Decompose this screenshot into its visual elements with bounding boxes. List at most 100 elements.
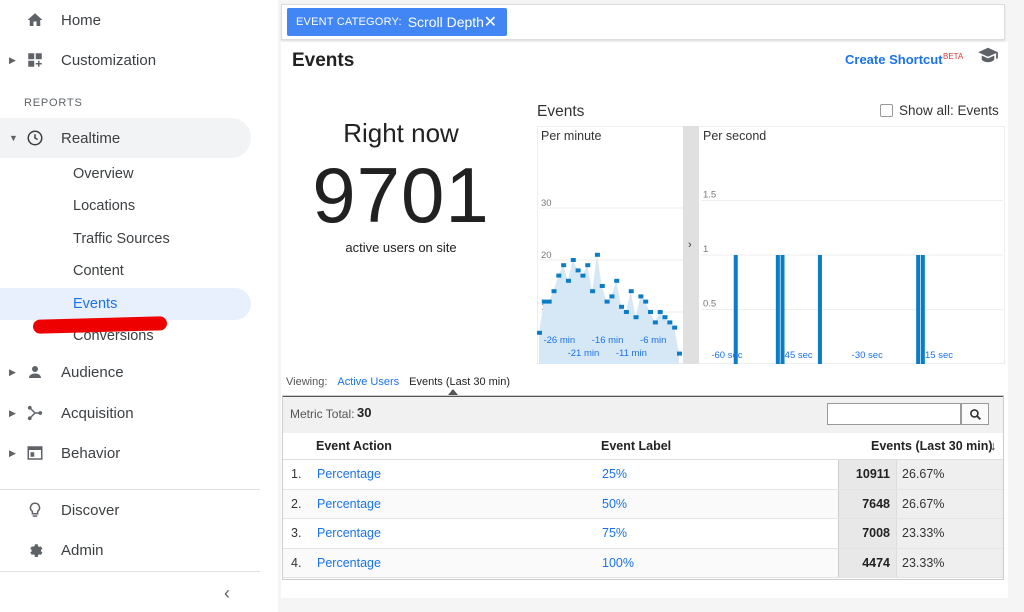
- per-minute-point: [619, 304, 625, 309]
- column-header-events[interactable]: Events (Last 30 min): [871, 439, 993, 453]
- view-pointer: [448, 389, 458, 395]
- events-value: 7008: [862, 526, 890, 540]
- y-tick-label: 20: [541, 250, 552, 261]
- viewing-events-tab[interactable]: Events (Last 30 min): [409, 376, 511, 388]
- per-minute-point: [575, 268, 581, 273]
- row-number: 2.: [291, 496, 302, 511]
- home-icon: [25, 10, 45, 30]
- per-minute-point: [537, 330, 542, 335]
- search-button[interactable]: [961, 403, 989, 425]
- show-all-checkbox[interactable]: [880, 104, 893, 117]
- events-percent: 26.67%: [902, 496, 945, 511]
- event-label-link[interactable]: 25%: [602, 467, 628, 481]
- nav-audience[interactable]: ▶ Audience: [0, 352, 260, 392]
- x-tick-label: -15 sec: [922, 350, 953, 361]
- table-row: 3. Percentage 75% 7008 23.33%: [282, 519, 1004, 549]
- metric-total-bar: Metric Total: 30: [282, 395, 1004, 433]
- filter-value: Scroll Depth: [407, 14, 484, 30]
- nav-customization[interactable]: ▶ Customization: [0, 40, 260, 80]
- event-action-link[interactable]: Percentage: [317, 496, 381, 511]
- per-minute-point: [648, 310, 654, 314]
- per-minute-point: [677, 351, 682, 356]
- sub-item-locations[interactable]: Locations: [0, 190, 251, 222]
- per-minute-point: [614, 278, 620, 283]
- percent-cell: [896, 548, 1004, 577]
- caret-right-icon: ▶: [9, 447, 16, 458]
- nav-home[interactable]: Home: [0, 0, 260, 40]
- nav-behavior[interactable]: ▶ Behavior: [0, 433, 260, 473]
- per-second-title: Per second: [703, 129, 766, 143]
- per-minute-point: [585, 263, 591, 268]
- filter-chip[interactable]: EVENT CATEGORY: Scroll Depth ✕: [287, 8, 507, 36]
- nav-acquisition-label: Acquisition: [61, 404, 134, 422]
- row-number: 3.: [291, 526, 302, 540]
- sub-item-content[interactable]: Content: [0, 255, 251, 287]
- per-minute-point: [561, 263, 567, 268]
- reports-section-label: REPORTS: [24, 97, 83, 109]
- caret-down-icon: ▼: [9, 133, 18, 143]
- nav-discover[interactable]: Discover: [0, 490, 260, 530]
- nav-home-label: Home: [61, 11, 102, 29]
- table-search-input[interactable]: [827, 403, 961, 425]
- sub-item-events[interactable]: Events: [0, 288, 251, 320]
- per-minute-area: [539, 254, 679, 364]
- per-minute-point: [599, 284, 605, 288]
- graduation-cap-icon[interactable]: [977, 46, 999, 69]
- x-tick-label: -26 min: [543, 335, 575, 346]
- table-header: Event Action Event Label Events (Last 30…: [282, 433, 1004, 460]
- per-minute-point: [672, 325, 678, 330]
- y-tick-label: 1.5: [703, 190, 716, 201]
- close-icon[interactable]: ✕: [483, 14, 497, 31]
- sub-item-overview[interactable]: Overview: [0, 158, 251, 190]
- sub-item-traffic-sources[interactable]: Traffic Sources: [0, 223, 251, 255]
- collapse-sidebar-chevron-icon[interactable]: ‹: [224, 583, 230, 603]
- per-minute-title: Per minute: [541, 129, 601, 143]
- nav-acquisition[interactable]: ▶ Acquisition: [0, 393, 260, 433]
- x-tick-label: -6 min: [640, 335, 666, 346]
- per-minute-point: [643, 299, 649, 304]
- nav-audience-label: Audience: [61, 363, 124, 381]
- nav-admin-label: Admin: [61, 541, 104, 559]
- column-header-event-label[interactable]: Event Label: [601, 439, 672, 453]
- acquisition-icon: [25, 403, 45, 423]
- event-action-link[interactable]: Percentage: [317, 467, 381, 481]
- per-minute-point: [565, 278, 571, 283]
- per-minute-point: [633, 315, 639, 320]
- per-minute-point: [556, 273, 562, 278]
- row-number: 1.: [291, 467, 302, 481]
- event-label-link[interactable]: 75%: [602, 526, 628, 540]
- behavior-icon: [25, 443, 45, 463]
- event-action-link[interactable]: Percentage: [317, 526, 381, 540]
- events-percent: 23.33%: [902, 555, 945, 570]
- x-tick-label: -45 sec: [782, 350, 813, 361]
- metric-total-label: Metric Total:: [290, 407, 355, 421]
- per-minute-point: [638, 294, 644, 299]
- table-row: 1. Percentage 25% 10911 26.67%: [282, 460, 1004, 490]
- search-icon: [969, 408, 981, 420]
- per-minute-point: [604, 299, 610, 304]
- event-label-link[interactable]: 50%: [602, 496, 628, 511]
- active-users-caption: active users on site: [345, 240, 457, 255]
- create-shortcut-link[interactable]: Create Shortcut: [845, 52, 943, 67]
- nav-realtime[interactable]: ▼ Realtime: [0, 118, 251, 158]
- gear-icon: [25, 540, 45, 560]
- event-label-link[interactable]: 100%: [602, 555, 634, 570]
- chart-separator: [683, 126, 699, 364]
- events-percent: 26.67%: [902, 467, 945, 481]
- viewing-active-users-link[interactable]: Active Users: [337, 376, 400, 388]
- active-users-count: 9701: [312, 151, 490, 239]
- nav-realtime-label: Realtime: [61, 129, 121, 147]
- sidebar: Home ▶ Customization REPORTS ▼ Realtime …: [0, 0, 260, 612]
- sort-arrow-down-icon[interactable]: ↓: [990, 439, 997, 453]
- x-tick-label: -16 min: [592, 335, 624, 346]
- caret-right-icon: ▶: [9, 54, 16, 65]
- y-tick-label: 1: [703, 244, 708, 255]
- events-percent: 23.33%: [902, 526, 945, 540]
- per-minute-point: [570, 258, 576, 262]
- column-header-event-action[interactable]: Event Action: [316, 439, 392, 453]
- report-panel: Events Create Shortcut BETA Right now 97…: [281, 42, 1008, 598]
- sidebar-bottom-divider: [0, 571, 260, 572]
- event-action-link[interactable]: Percentage: [317, 555, 381, 570]
- nav-admin[interactable]: Admin: [0, 530, 260, 570]
- show-all-toggle[interactable]: Show all: Events: [880, 103, 999, 118]
